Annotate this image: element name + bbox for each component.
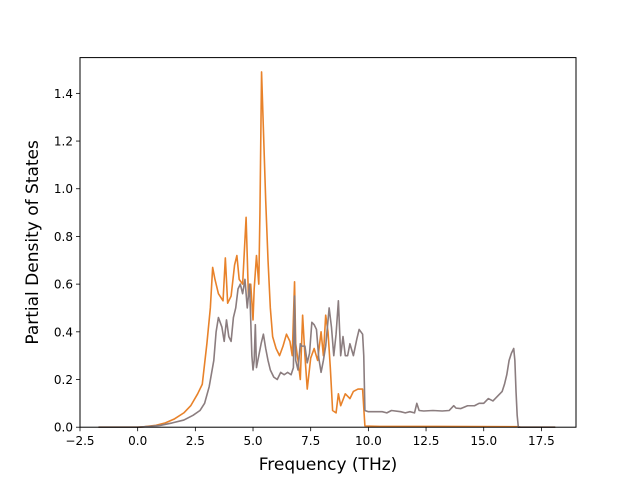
x-tick-label: 10.0 — [355, 434, 382, 448]
x-tick-label: 7.5 — [301, 434, 320, 448]
series-line-1 — [98, 278, 556, 428]
x-tick-label: 2.5 — [186, 434, 205, 448]
x-tick-label: −2.5 — [65, 434, 94, 448]
y-tick-label: 0.2 — [54, 373, 73, 387]
y-tick-label: 0.6 — [54, 278, 73, 292]
tick-layer: −2.5 0.0 2.5 5.0 7.5 10.0 12.5 15.0 17.50.00.20.… — [54, 87, 555, 448]
x-tick-label: 12.5 — [413, 434, 440, 448]
x-tick-label: 0.0 — [128, 434, 147, 448]
y-tick-label: 1.0 — [54, 182, 73, 196]
y-tick-label: 0.4 — [54, 325, 73, 339]
y-tick-label: 0.0 — [54, 421, 73, 435]
x-tick-label: 15.0 — [470, 434, 497, 448]
x-tick-label: 5.0 — [243, 434, 262, 448]
y-tick-label: 1.4 — [54, 87, 73, 101]
x-axis-label: Frequency (THz) — [259, 455, 398, 475]
y-tick-label: 0.8 — [54, 230, 73, 244]
y-tick-label: 1.2 — [54, 135, 73, 149]
y-axis-label: Partial Density of States — [23, 140, 43, 345]
x-tick-label: 17.5 — [528, 434, 555, 448]
plot-area-frame — [79, 57, 577, 428]
series-layer — [98, 71, 556, 428]
series-line-0 — [98, 71, 556, 428]
